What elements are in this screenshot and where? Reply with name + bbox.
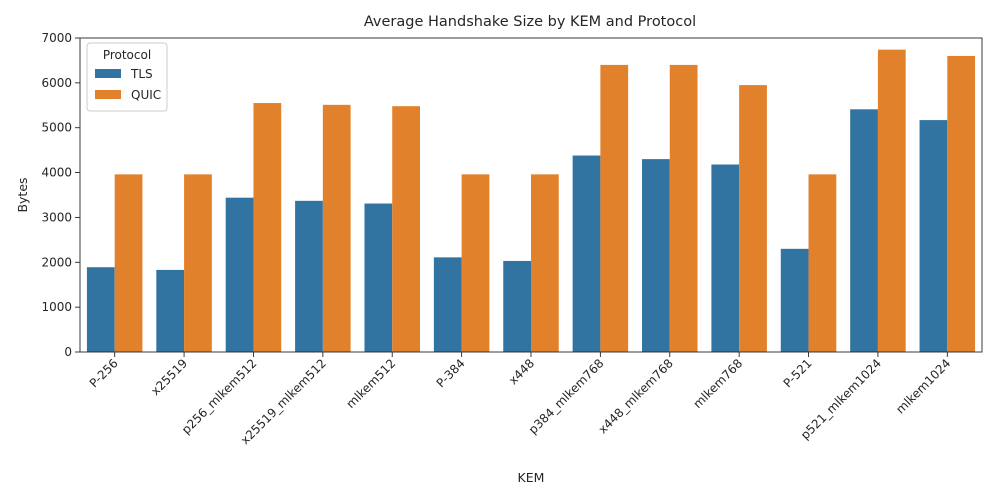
bars-group <box>86 49 976 353</box>
y-axis-label: Bytes <box>15 177 30 212</box>
bar-tls-x448 <box>503 260 531 352</box>
bar-quic-p-256 <box>114 174 143 352</box>
x-tick-label: mlkem512 <box>344 356 399 411</box>
x-tick-label: p256_mlkem512 <box>179 356 260 437</box>
bar-tls-p-256 <box>86 267 115 352</box>
legend: Protocol TLS QUIC <box>86 42 168 112</box>
bar-quic-p384_mlkem768 <box>600 64 629 353</box>
bar-tls-mlkem512 <box>364 203 393 352</box>
bar-tls-p256_mlkem512 <box>225 197 254 352</box>
bar-tls-x25519_mlkem512 <box>295 200 323 352</box>
bar-tls-p-384 <box>433 257 462 352</box>
bar-quic-p-384 <box>461 174 490 352</box>
bar-quic-mlkem768 <box>739 85 767 352</box>
legend-label-tls: TLS <box>130 67 153 81</box>
bar-tls-p384_mlkem768 <box>572 155 601 352</box>
legend-items: TLS QUIC <box>95 67 161 102</box>
x-tick-label: p384_mlkem768 <box>526 356 607 437</box>
y-tick-label: 7000 <box>41 31 72 45</box>
y-tick-label: 4000 <box>41 166 72 180</box>
x-axis-label: KEM <box>518 470 545 485</box>
bar-quic-p-521 <box>808 174 837 352</box>
bar-quic-p521_mlkem1024 <box>877 49 906 353</box>
legend-label-quic: QUIC <box>131 88 161 102</box>
y-tick-label: 2000 <box>41 255 72 269</box>
y-tick-label: 0 <box>64 345 72 359</box>
bar-tls-p521_mlkem1024 <box>850 109 878 352</box>
bar-tls-mlkem768 <box>711 164 740 352</box>
bar-quic-p256_mlkem512 <box>253 103 282 353</box>
bar-quic-mlkem512 <box>392 106 420 352</box>
chart-title: Average Handshake Size by KEM and Protoc… <box>364 14 696 30</box>
x-tick-label: P-256 <box>87 356 121 390</box>
bar-quic-x25519 <box>184 174 212 352</box>
x-tick-label: P-384 <box>434 356 468 390</box>
bar-tls-x448_mlkem768 <box>642 159 670 352</box>
legend-title: Protocol <box>103 48 151 62</box>
bar-quic-x448_mlkem768 <box>669 64 698 353</box>
x-tick-label: P-521 <box>781 356 815 390</box>
x-tick-label: mlkem1024 <box>893 356 953 416</box>
y-tick-label: 6000 <box>41 76 72 90</box>
y-axis: 0 1000 2000 3000 4000 5000 6000 7000 <box>41 31 80 359</box>
y-tick-label: 3000 <box>41 210 72 224</box>
y-tick-label: 5000 <box>41 121 72 135</box>
bar-tls-x25519 <box>156 269 185 352</box>
bar-quic-mlkem1024 <box>947 55 976 352</box>
legend-swatch-tls <box>95 69 121 78</box>
legend-swatch-quic <box>95 90 121 99</box>
bar-tls-mlkem1024 <box>919 120 948 353</box>
x-tick-label: x448_mlkem768 <box>596 356 676 436</box>
y-tick-label: 1000 <box>41 300 72 314</box>
x-tick-label: x448 <box>506 356 537 387</box>
bar-quic-x448 <box>531 174 559 352</box>
x-tick-label: mlkem768 <box>690 356 745 411</box>
bar-quic-x25519_mlkem512 <box>322 104 351 352</box>
x-tick-label: x25519 <box>148 356 190 398</box>
bar-tls-p-521 <box>780 248 809 352</box>
plot-frame <box>79 37 983 353</box>
